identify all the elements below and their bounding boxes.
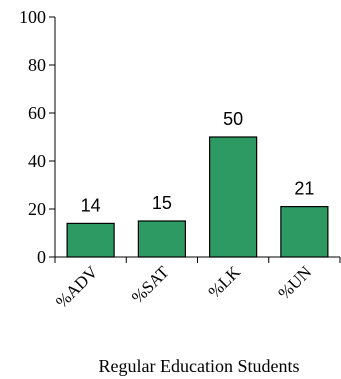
bar-lk: [209, 136, 258, 258]
x-tick-label: %LK: [204, 262, 244, 302]
y-tick-label: 80: [28, 55, 46, 75]
y-axis: 0 20 40 60 80 100: [19, 7, 56, 267]
data-label: 50: [223, 109, 243, 129]
data-label: 14: [81, 195, 101, 215]
bar-adv: [66, 222, 115, 258]
x-axis-title: Regular Education Students: [99, 356, 300, 376]
data-label: 21: [294, 179, 314, 199]
y-tick-label: 60: [28, 103, 46, 123]
bar-un: [280, 206, 329, 258]
data-label: 15: [152, 193, 172, 213]
y-tick-label: 100: [19, 7, 46, 27]
x-tick-label: %ADV: [52, 262, 102, 312]
y-tick-label: 20: [28, 199, 46, 219]
bar-sat: [137, 220, 186, 258]
bars: [66, 136, 329, 258]
y-tick-label: 40: [28, 151, 46, 171]
x-tick-label: %SAT: [128, 262, 173, 307]
x-axis: %ADV %SAT %LK %UN: [52, 256, 341, 312]
y-tick-label: 0: [37, 247, 46, 267]
data-labels: 14 15 50 21: [81, 109, 315, 215]
x-tick-label: %UN: [274, 262, 315, 303]
